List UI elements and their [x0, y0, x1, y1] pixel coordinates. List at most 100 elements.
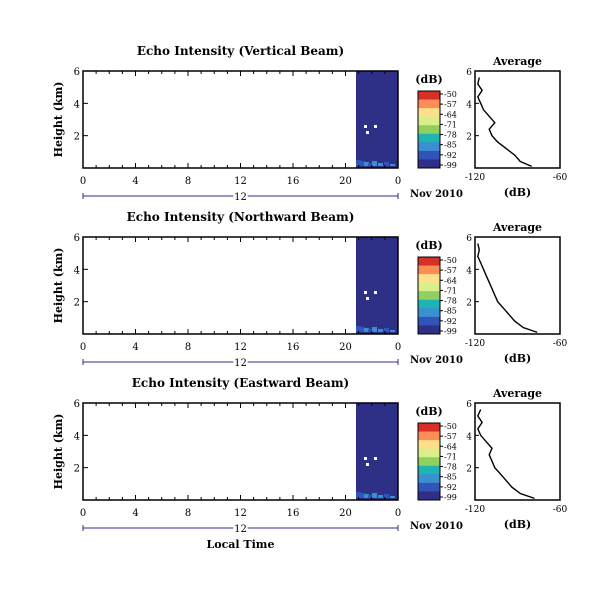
heatmap-gap — [364, 125, 367, 128]
heatmap-cell — [356, 492, 361, 498]
heatmap-cell — [368, 495, 373, 498]
heatmap-gap — [374, 125, 377, 128]
x-tick-label: 0 — [395, 342, 401, 353]
colorbar-tick-label: -78 — [444, 463, 457, 472]
heatmap-gap — [366, 131, 369, 134]
average-frame — [474, 70, 561, 169]
heatmap-cell — [378, 495, 383, 498]
heatmap-gap — [364, 291, 367, 294]
x-tick-label: 12 — [234, 176, 247, 187]
average-x-label: (dB) — [504, 518, 531, 531]
date-label: Nov 2010 — [410, 189, 463, 200]
heatmap-cell — [368, 329, 373, 332]
y-tick-label: 4 — [74, 265, 80, 276]
heatmap-block — [356, 237, 398, 334]
colorbar-tick-label: -64 — [444, 276, 457, 285]
x-tick-label: 4 — [132, 176, 138, 187]
x-tick-label: 16 — [287, 342, 300, 353]
heatmap-gap — [366, 297, 369, 300]
average-y-tick-label: 2 — [466, 133, 472, 143]
date-label: Nov 2010 — [410, 355, 463, 366]
colorbar-tick-label: -99 — [444, 493, 457, 502]
x-tick-label: 0 — [80, 342, 86, 353]
colorbar-tick-label: -50 — [444, 90, 457, 99]
colorbar-label: (dB) — [415, 73, 442, 86]
average-profile-line — [477, 243, 538, 334]
date-tick-label: 12 — [234, 524, 247, 535]
colorbar-tick-label: -85 — [444, 141, 457, 150]
heatmap-cell — [360, 161, 365, 166]
colorbar-segment — [418, 133, 440, 143]
average-profile-line — [477, 409, 535, 500]
heatmap-cell — [384, 162, 389, 166]
y-tick-label: 6 — [74, 399, 80, 410]
colorbar-segment — [418, 423, 440, 433]
colorbar-segment — [418, 274, 440, 284]
average-y-tick-label: 4 — [466, 432, 472, 442]
colorbar-tick-label: -92 — [444, 317, 457, 326]
chart-title: Echo Intensity (Vertical Beam) — [137, 44, 344, 58]
x-tick-label: 4 — [132, 342, 138, 353]
average-x-tick-label: -120 — [465, 173, 485, 183]
colorbar-segment — [418, 491, 440, 501]
colorbar-tick-label: -85 — [444, 307, 457, 316]
average-y-tick-label: 2 — [466, 299, 472, 309]
heatmap-cell — [372, 327, 377, 332]
average-title: Average — [492, 55, 542, 68]
colorbar-segment — [418, 142, 440, 152]
y-tick-label: 4 — [74, 431, 80, 442]
y-axis-label: Height (km) — [52, 248, 65, 324]
heatmap-gap — [366, 463, 369, 466]
colorbar-segment — [418, 125, 440, 135]
heatmap-cell — [372, 161, 377, 166]
x-tick-label: 0 — [80, 176, 86, 187]
x-axis-label: Local Time — [207, 538, 275, 551]
colorbar-tick-label: -57 — [444, 266, 457, 275]
y-axis-label: Height (km) — [52, 82, 65, 158]
plot-frame — [82, 236, 399, 335]
y-axis-label: Height (km) — [52, 414, 65, 490]
x-tick-label: 16 — [287, 176, 300, 187]
colorbar-segment — [418, 99, 440, 109]
colorbar-tick-label: -78 — [444, 297, 457, 306]
plot-frame — [82, 402, 399, 501]
average-y-tick-label: 6 — [466, 234, 472, 244]
colorbar-segment — [418, 291, 440, 301]
heatmap-cell — [360, 493, 365, 498]
x-tick-label: 20 — [339, 342, 352, 353]
average-x-tick-label: -60 — [553, 173, 568, 183]
average-frame — [474, 236, 561, 335]
y-tick-label: 2 — [74, 132, 80, 143]
average-title: Average — [492, 387, 542, 400]
colorbar-tick-label: -71 — [444, 286, 457, 295]
date-tick-label: 12 — [234, 192, 247, 203]
colorbar-tick-label: -71 — [444, 452, 457, 461]
colorbar-segment — [418, 440, 440, 450]
colorbar-tick-label: -64 — [444, 110, 457, 119]
x-tick-label: 12 — [234, 342, 247, 353]
y-tick-label: 6 — [74, 67, 80, 78]
colorbar-segment — [418, 482, 440, 492]
y-tick-label: 2 — [74, 464, 80, 475]
x-tick-label: 12 — [234, 508, 247, 519]
x-tick-label: 0 — [80, 508, 86, 519]
colorbar-segment — [418, 457, 440, 467]
x-tick-label: 20 — [339, 508, 352, 519]
heatmap-block — [356, 403, 398, 500]
y-tick-label: 2 — [74, 298, 80, 309]
colorbar-tick-label: -99 — [444, 161, 457, 170]
average-frame — [474, 402, 561, 501]
colorbar-segment — [418, 159, 440, 169]
colorbar-segment — [418, 116, 440, 126]
colorbar-tick-label: -50 — [444, 256, 457, 265]
average-y-tick-label: 6 — [466, 400, 472, 410]
x-tick-label: 8 — [185, 342, 191, 353]
average-y-tick-label: 4 — [466, 100, 472, 110]
colorbar-tick-label: -92 — [444, 151, 457, 160]
heatmap-cell — [390, 330, 395, 332]
heatmap-cell — [384, 494, 389, 498]
average-x-tick-label: -120 — [465, 339, 485, 349]
colorbar-segment — [418, 448, 440, 458]
colorbar-label: (dB) — [415, 405, 442, 418]
